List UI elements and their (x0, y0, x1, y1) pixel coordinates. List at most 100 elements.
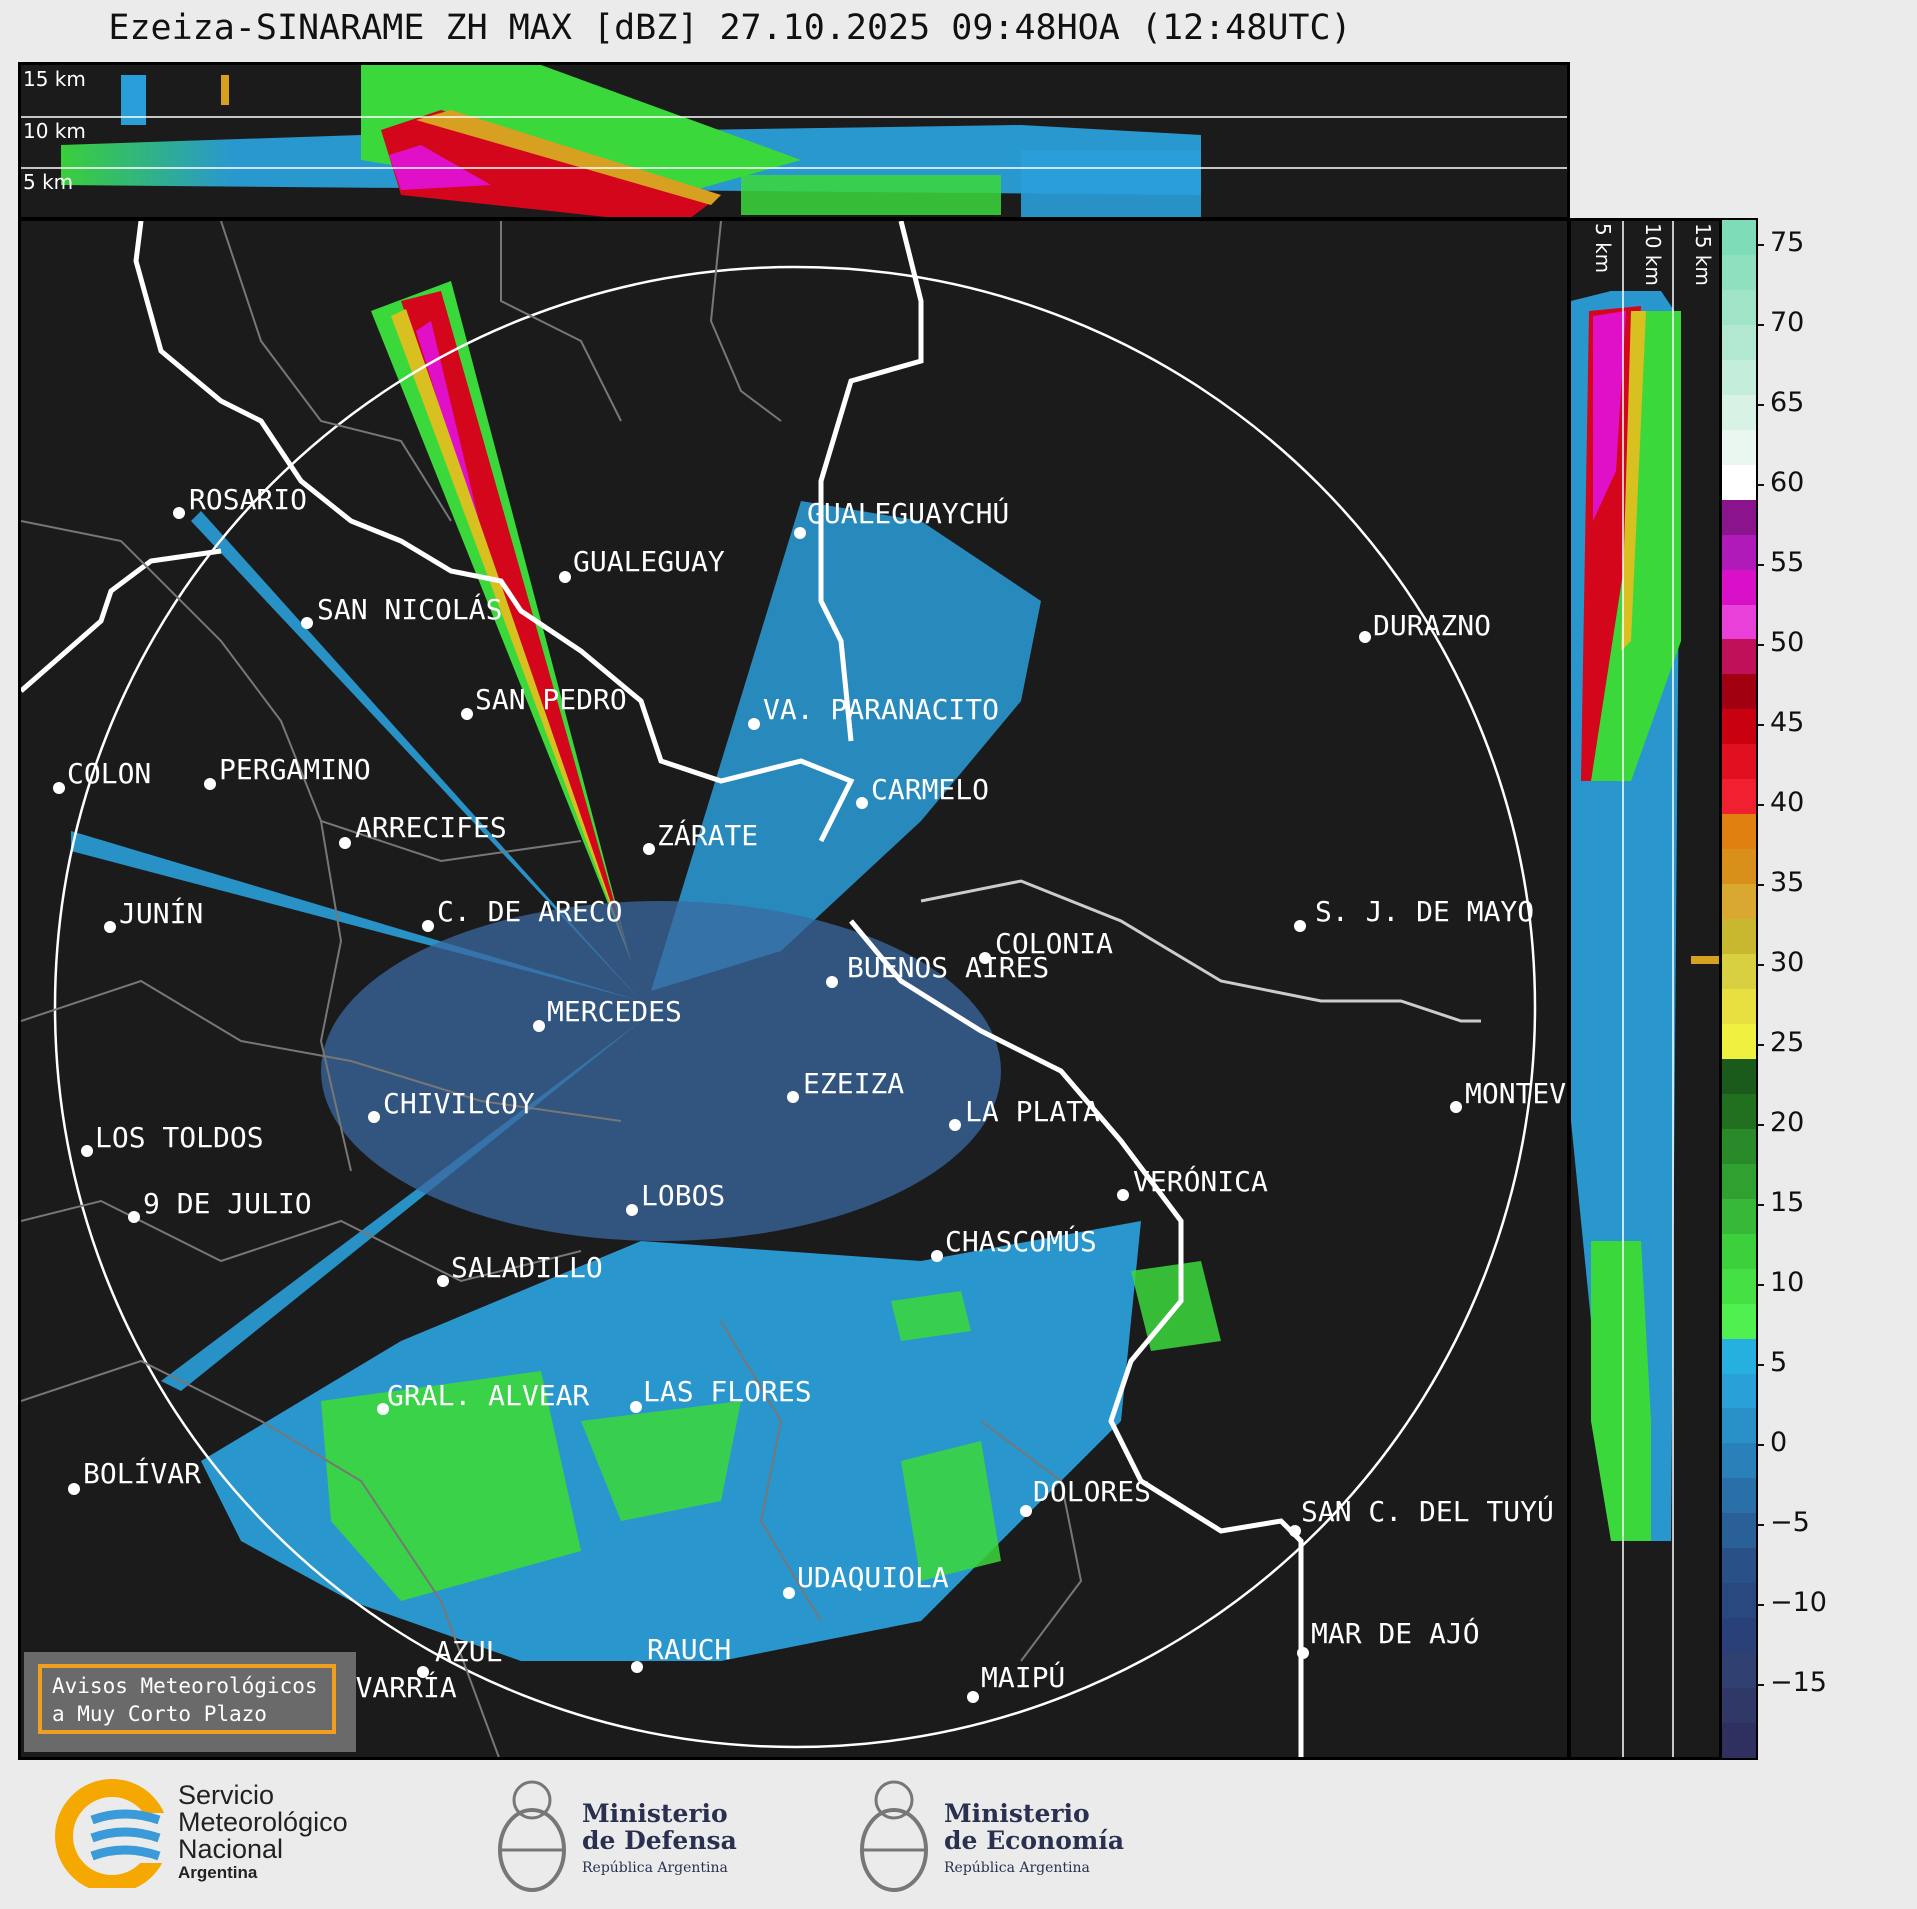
city-label-san-nicolas: SAN NICOLÁS (317, 593, 503, 626)
colorbar-segment (1722, 1373, 1756, 1410)
colorbar-segment (1722, 709, 1756, 746)
warning-box-inner: Avisos Meteorológicos a Muy Corto Plazo (38, 1664, 336, 1734)
side-profile-svg (1571, 221, 1719, 1757)
city-dot (128, 1211, 140, 1223)
colorbar-tick-label: 75 (1770, 227, 1805, 258)
colorbar-segment (1722, 779, 1756, 816)
side-echo-orange (1691, 956, 1719, 964)
colorbar-segment (1722, 744, 1756, 781)
defensa-seal-icon (498, 1780, 566, 1892)
colorbar-segment (1722, 1723, 1756, 1758)
city-label-junin: JUNÍN (119, 897, 204, 930)
colorbar-segment (1722, 919, 1756, 956)
city-dot (377, 1403, 389, 1415)
city-label-durazno: DURAZNO (1373, 609, 1492, 642)
city-label-lobos: LOBOS (641, 1179, 726, 1212)
colorbar-segment (1722, 1548, 1756, 1585)
city-label-chivilcoy: CHIVILCOY (383, 1087, 535, 1120)
colorbar-tick-label: 35 (1770, 867, 1805, 898)
echo-south-green-5 (891, 1291, 971, 1341)
city-label-c-de-areco: C. DE ARECO (437, 895, 623, 928)
echo-ne-fan (651, 501, 1041, 991)
colorbar-segment (1722, 1093, 1756, 1130)
city-label-rauch: RAUCH (647, 1633, 732, 1666)
colorbar-segment (1722, 1653, 1756, 1690)
colorbar-segment (1722, 1478, 1756, 1515)
city-dot (461, 708, 473, 720)
top-cross-section: 15 km 10 km 5 km (18, 62, 1570, 220)
chart-title: Ezeiza-SINARAME ZH MAX [dBZ] 27.10.2025 … (108, 8, 1352, 48)
city-dot (1297, 1647, 1309, 1659)
city-dot (68, 1483, 80, 1495)
city-dot (626, 1204, 638, 1216)
city-label-la-plata: LA PLATA (965, 1095, 1100, 1128)
colorbar-tick-label: 70 (1770, 307, 1805, 338)
echo-south-green-3 (901, 1441, 1001, 1581)
smn-line-4: Argentina (178, 1863, 258, 1882)
city-label-las-flores: LAS FLORES (643, 1375, 812, 1408)
warning-line-1: Avisos Meteorológicos (52, 1674, 318, 1698)
economia-line-2: de Economía (944, 1826, 1125, 1855)
city-label-mercedes: MERCEDES (547, 995, 682, 1028)
city-dot (53, 782, 65, 794)
colorbar-segment (1722, 1128, 1756, 1165)
colorbar-segment (1722, 1303, 1756, 1340)
colorbar-tick-label: −15 (1770, 1667, 1827, 1698)
city-dot (748, 718, 760, 730)
top-echo-yellow (416, 110, 721, 205)
warning-box[interactable]: Avisos Meteorológicos a Muy Corto Plazo (24, 1652, 356, 1752)
city-dot (630, 1401, 642, 1413)
side-5km-label: 5 km (1591, 223, 1615, 274)
colorbar-segment (1722, 1688, 1756, 1725)
colorbar-segment (1722, 220, 1756, 256)
city-dot (1117, 1189, 1129, 1201)
colorbar-tick-label: 55 (1770, 547, 1805, 578)
top-profile-svg (21, 65, 1567, 217)
radar-map: ROSARIO GUALEGUAYCHÚ GUALEGUAY SAN NICOL… (18, 218, 1570, 1760)
echo-south-green-2 (581, 1401, 741, 1521)
border-rio-de-la-plata (21, 548, 222, 693)
colorbar-segment (1722, 1163, 1756, 1200)
colorbar-tick-label: 10 (1770, 1267, 1805, 1298)
colorbar-segment (1722, 254, 1756, 291)
city-label-bolivar: BOLÍVAR (83, 1457, 202, 1490)
colorbar-tick-label: 40 (1770, 787, 1805, 818)
city-dot (1359, 631, 1371, 643)
city-label-gualeguaychu: GUALEGUAYCHÚ (807, 497, 1010, 530)
city-dot (368, 1111, 380, 1123)
colorbar-tick-label: 15 (1770, 1187, 1805, 1218)
city-dot (533, 1020, 545, 1032)
city-dot (787, 1091, 799, 1103)
city-label-chascomus: CHASCOMÚS (945, 1225, 1097, 1258)
colorbar-tick-label: 0 (1770, 1427, 1788, 1458)
city-label-rosario: ROSARIO (189, 483, 308, 516)
colorbar-tick-label: −5 (1770, 1507, 1810, 1538)
city-label-colon: COLON (67, 757, 152, 790)
colorbar-segment (1722, 1443, 1756, 1480)
city-label-los-toldos: LOS TOLDOS (95, 1121, 264, 1154)
city-dot (643, 843, 655, 855)
colorbar-segment (1722, 814, 1756, 851)
colorbar-segment (1722, 359, 1756, 396)
city-dot (417, 1666, 429, 1678)
colorbar-segment (1722, 324, 1756, 361)
colorbar-segment (1722, 1513, 1756, 1550)
economia-seal-icon (860, 1780, 928, 1892)
city-label-san-pedro: SAN PEDRO (475, 683, 627, 716)
top-echo-red (381, 110, 721, 217)
colorbar-tick-label: 20 (1770, 1107, 1805, 1138)
colorbar-segment (1722, 849, 1756, 886)
city-label-veronica: VERÓNICA (1133, 1165, 1268, 1198)
smn-line-2: Meteorológico (178, 1807, 348, 1837)
echo-nw-spoke-yellow (391, 309, 631, 961)
echo-nw-spoke (371, 281, 631, 961)
top-echo-blue-far (1021, 150, 1201, 217)
top-5km-label: 5 km (23, 170, 74, 194)
city-dot (104, 921, 116, 933)
colorbar-segment (1722, 1233, 1756, 1270)
city-dot (783, 1587, 795, 1599)
city-dot (81, 1145, 93, 1157)
side-cross-section: 5 km 10 km 15 km (1568, 218, 1722, 1760)
top-echo-green-patch (741, 175, 1001, 215)
top-15km-label: 15 km (23, 67, 86, 91)
